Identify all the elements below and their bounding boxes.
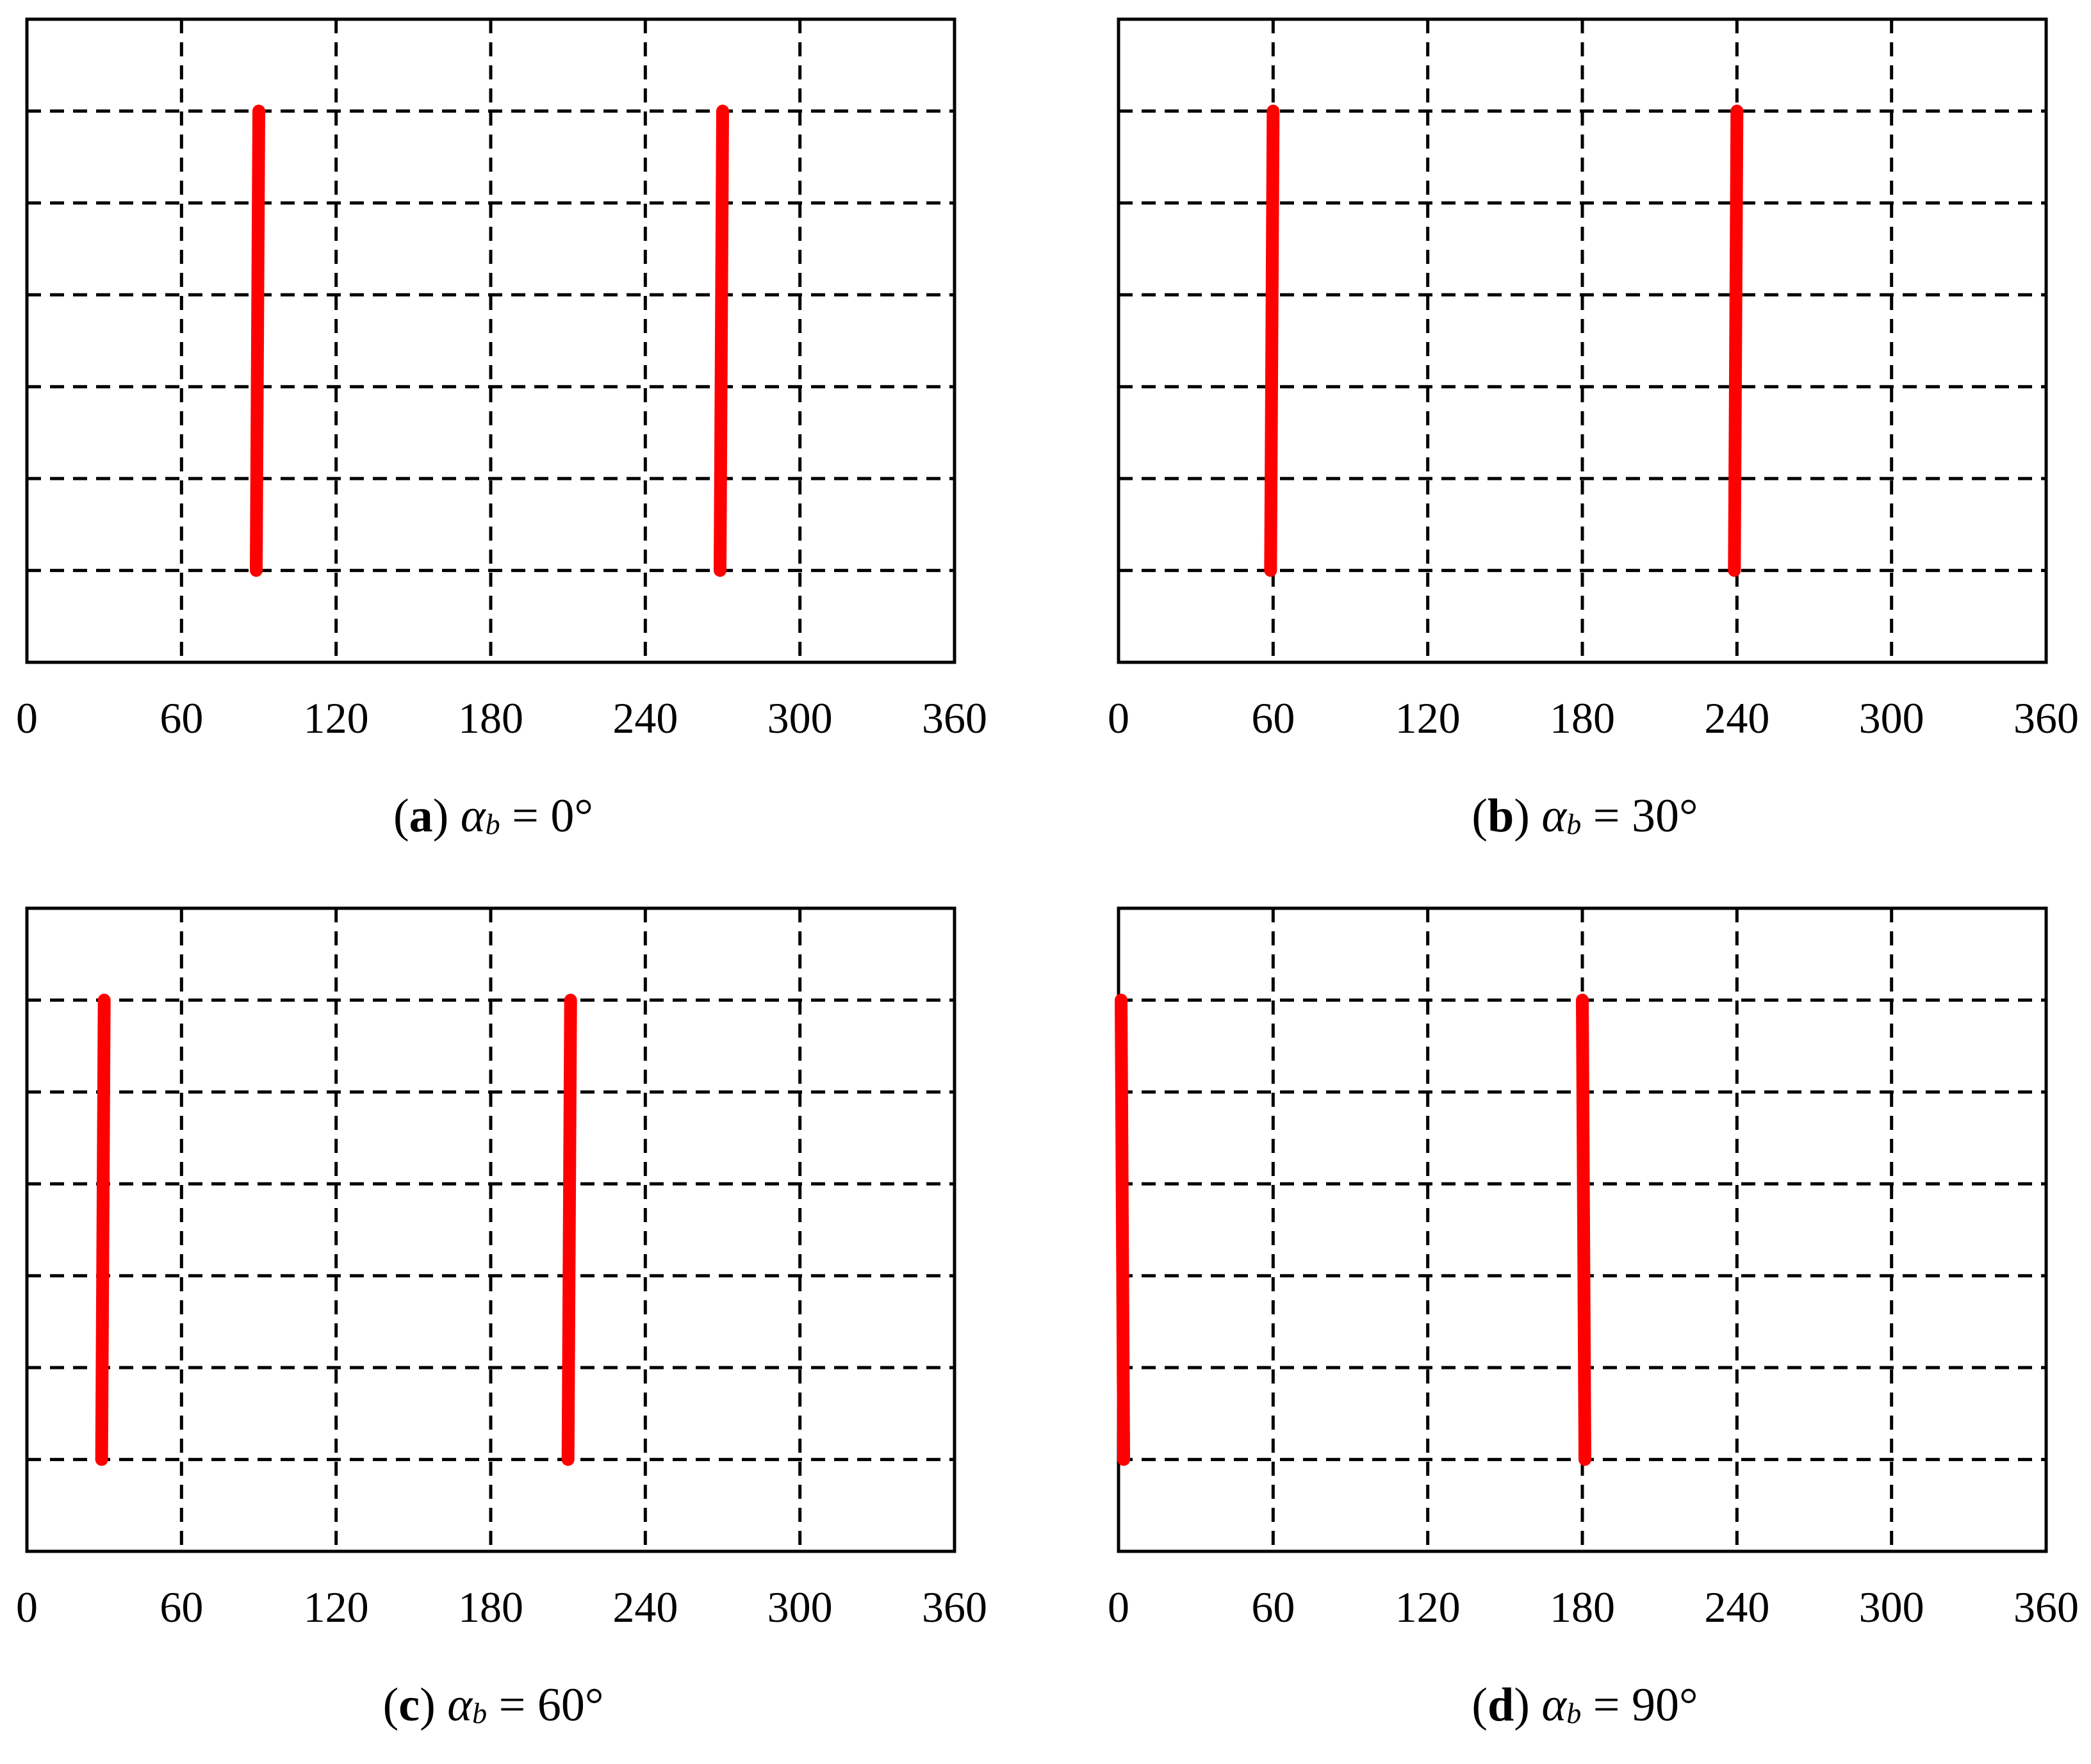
chart-panel-a: 0 60 120 180 240 300 360 (a) αb = 0° xyxy=(0,0,1051,875)
x-tick-label-d-5: 300 xyxy=(1859,1583,1924,1631)
x-tick-label-c-1: 60 xyxy=(160,1583,203,1631)
chart-plot-b: 0 60 120 180 240 300 360 xyxy=(1108,17,2079,742)
caption-symbol-d: α xyxy=(1541,1679,1567,1731)
x-tick-label-a-4: 240 xyxy=(612,694,678,742)
caption-value-a: = 0° xyxy=(512,790,593,842)
x-tick-label-a-6: 360 xyxy=(922,694,987,742)
series-line-a-1 xyxy=(249,104,265,577)
panel-caption-b: (b) αb = 30° xyxy=(1472,790,1698,842)
chart-plot-c: 0 60 120 180 240 300 360 xyxy=(16,906,987,1631)
x-tick-label-c-4: 240 xyxy=(612,1583,678,1631)
x-tick-label-d-0: 0 xyxy=(1108,1583,1129,1631)
caption-symbol-c: α xyxy=(447,1679,473,1731)
caption-symbol-a: α xyxy=(460,790,486,842)
series-line-a-2 xyxy=(713,104,729,577)
series-line-b-1 xyxy=(1264,104,1280,577)
panel-letter-c: c xyxy=(398,1679,420,1731)
x-tick-label-d-6: 360 xyxy=(2013,1583,2079,1631)
x-tick-label-a-1: 60 xyxy=(160,694,203,742)
x-tick-label-b-3: 180 xyxy=(1550,694,1615,742)
caption-value-d: = 90° xyxy=(1593,1679,1698,1731)
x-tick-label-d-2: 120 xyxy=(1395,1583,1461,1631)
x-tick-label-b-2: 120 xyxy=(1395,694,1461,742)
x-tick-label-b-5: 300 xyxy=(1859,694,1924,742)
panel-letter-d: d xyxy=(1488,1679,1514,1731)
caption-subscript-b: b xyxy=(1566,808,1582,840)
x-tick-label-b-0: 0 xyxy=(1108,694,1129,742)
chart-plot-a: 0 60 120 180 240 300 360 xyxy=(16,17,987,742)
caption-value-c: = 60° xyxy=(498,1679,604,1731)
caption-value-b: = 30° xyxy=(1593,790,1698,842)
x-tick-label-c-0: 0 xyxy=(16,1583,38,1631)
x-tick-label-d-1: 60 xyxy=(1251,1583,1295,1631)
plot-frame-c xyxy=(25,906,956,1553)
x-tick-label-d-3: 180 xyxy=(1550,1583,1615,1631)
x-tick-label-a-5: 300 xyxy=(767,694,833,742)
x-tick-label-c-5: 300 xyxy=(767,1583,833,1631)
panel-letter-b: b xyxy=(1488,790,1514,842)
x-tick-label-c-6: 360 xyxy=(922,1583,987,1631)
chart-plot-d: 0 60 120 180 240 300 360 xyxy=(1108,906,2079,1631)
series-line-b-2 xyxy=(1728,104,1744,577)
x-tick-label-b-4: 240 xyxy=(1704,694,1769,742)
x-tick-label-d-4: 240 xyxy=(1704,1583,1769,1631)
series-line-d-2 xyxy=(1576,993,1592,1466)
series-line-c-2 xyxy=(561,993,577,1466)
caption-subscript-d: b xyxy=(1566,1697,1582,1729)
plot-frame-b xyxy=(1117,17,2048,664)
x-tick-label-a-0: 0 xyxy=(16,694,38,742)
x-tick-label-b-6: 360 xyxy=(2013,694,2079,742)
caption-symbol-b: α xyxy=(1541,790,1567,842)
series-line-d-1 xyxy=(1115,993,1131,1466)
panel-letter-a: a xyxy=(409,790,433,842)
x-tick-label-c-2: 120 xyxy=(304,1583,369,1631)
caption-subscript-c: b xyxy=(472,1697,488,1729)
chart-panel-c: 0 60 120 180 240 300 360 (c) αb = 60° xyxy=(0,889,1051,1764)
x-tick-label-a-2: 120 xyxy=(304,694,369,742)
x-tick-label-a-3: 180 xyxy=(458,694,523,742)
x-tick-label-b-1: 60 xyxy=(1251,694,1295,742)
panel-caption-a: (a) αb = 0° xyxy=(393,790,593,842)
chart-panel-d: 0 60 120 180 240 300 360 (d) αb = 90° xyxy=(1092,889,2091,1764)
plot-frame-a xyxy=(25,17,956,664)
x-tick-label-c-3: 180 xyxy=(458,1583,523,1631)
panel-caption-d: (d) αb = 90° xyxy=(1472,1679,1698,1731)
chart-panel-b: 0 60 120 180 240 300 360 (b) αb = 30° xyxy=(1092,0,2091,875)
caption-subscript-a: b xyxy=(485,808,500,840)
series-line-c-1 xyxy=(95,993,111,1466)
panel-caption-c: (c) αb = 60° xyxy=(382,1679,604,1731)
